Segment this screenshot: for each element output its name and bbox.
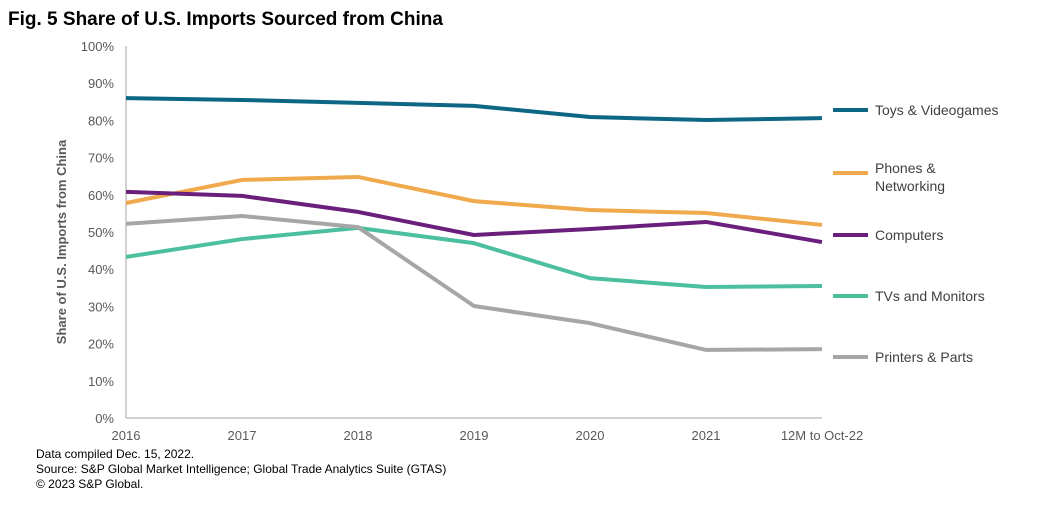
y-tick-label: 10% <box>88 374 114 389</box>
series-line-0 <box>125 96 823 123</box>
legend-label-0: Toys & Videogames <box>875 102 998 118</box>
note-source: Source: S&P Global Market Intelligence; … <box>36 462 447 476</box>
y-axis-label: Share of U.S. Imports from China <box>54 139 69 344</box>
y-tick-label: 70% <box>88 151 114 166</box>
y-tick-label: 40% <box>88 262 114 277</box>
source-notes: Data compiled Dec. 15, 2022. Source: S&P… <box>36 447 446 492</box>
legend-label-1: Phones & Networking <box>875 160 945 194</box>
y-tick-label: 0% <box>95 411 114 426</box>
note-copyright: © 2023 S&P Global. <box>36 477 144 491</box>
x-tick-label: 2020 <box>576 428 605 443</box>
x-tick-label: 12M to Oct-22 <box>781 428 863 443</box>
y-tick-label: 90% <box>88 76 114 91</box>
y-tick-label: 20% <box>88 337 114 352</box>
legend-label-4: Printers & Parts <box>875 349 973 365</box>
y-tick-label: 50% <box>88 225 114 240</box>
x-tick-label: 2016 <box>112 428 141 443</box>
note-compiled: Data compiled Dec. 15, 2022. <box>36 447 195 461</box>
y-tick-label: 80% <box>88 113 114 128</box>
x-tick-label: 2017 <box>228 428 257 443</box>
y-tick-label: 100% <box>81 39 115 54</box>
legend-label-2: Computers <box>875 227 943 243</box>
y-tick-label: 60% <box>88 188 114 203</box>
x-tick-label: 2018 <box>344 428 373 443</box>
x-tick-label: 2019 <box>460 428 489 443</box>
chart-title: Fig. 5 Share of U.S. Imports Sourced fro… <box>8 9 443 30</box>
y-tick-label: 30% <box>88 299 114 314</box>
x-tick-label: 2021 <box>692 428 721 443</box>
legend-label-3: TVs and Monitors <box>875 288 985 304</box>
